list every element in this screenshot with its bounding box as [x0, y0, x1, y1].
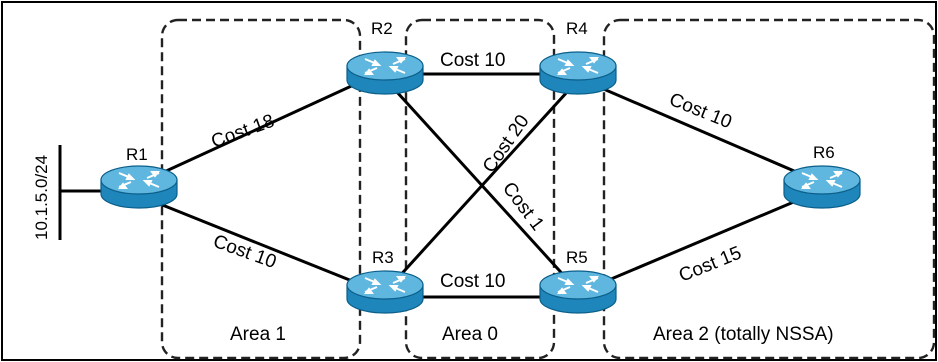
router-r1	[100, 165, 178, 209]
area-2-box	[602, 18, 936, 360]
router-label-r1: R1	[126, 145, 148, 164]
router-label-r2: R2	[371, 19, 393, 38]
router-r3	[346, 270, 424, 314]
cost-label-r1-r2: Cost 18	[209, 111, 278, 153]
cost-label-r4-r6: Cost 10	[666, 89, 735, 133]
cost-label-r5-r6: Cost 15	[676, 243, 745, 287]
link-r5-r6	[577, 188, 823, 295]
link-r4-r6	[577, 76, 823, 185]
router-label-r5: R5	[566, 248, 588, 267]
network-prefix-label: 10.1.5.0/24	[32, 155, 51, 240]
router-r6	[783, 165, 861, 209]
router-label-r3: R3	[372, 248, 394, 267]
area-1-box	[160, 18, 362, 360]
router-r4	[539, 51, 617, 95]
cost-label-r2-r4: Cost 10	[440, 50, 505, 71]
router-label-r4: R4	[566, 19, 588, 38]
link-r2-r5	[384, 78, 580, 293]
area-label-1: Area 1	[230, 324, 286, 345]
area-label-0: Area 0	[442, 324, 498, 345]
cost-label-r3-r5: Cost 10	[440, 271, 505, 292]
link-r1-r2	[139, 70, 383, 185]
area-label-2: Area 2 (totally NSSA)	[653, 324, 834, 345]
router-r2	[346, 51, 424, 95]
router-r5	[539, 270, 617, 314]
router-label-r6: R6	[813, 143, 835, 162]
link-r1-r3	[139, 194, 383, 295]
area-0-box	[404, 18, 556, 360]
cost-label-r2-r5: Cost 1	[498, 178, 548, 235]
cost-label-r3-r4: Cost 20	[479, 111, 534, 177]
